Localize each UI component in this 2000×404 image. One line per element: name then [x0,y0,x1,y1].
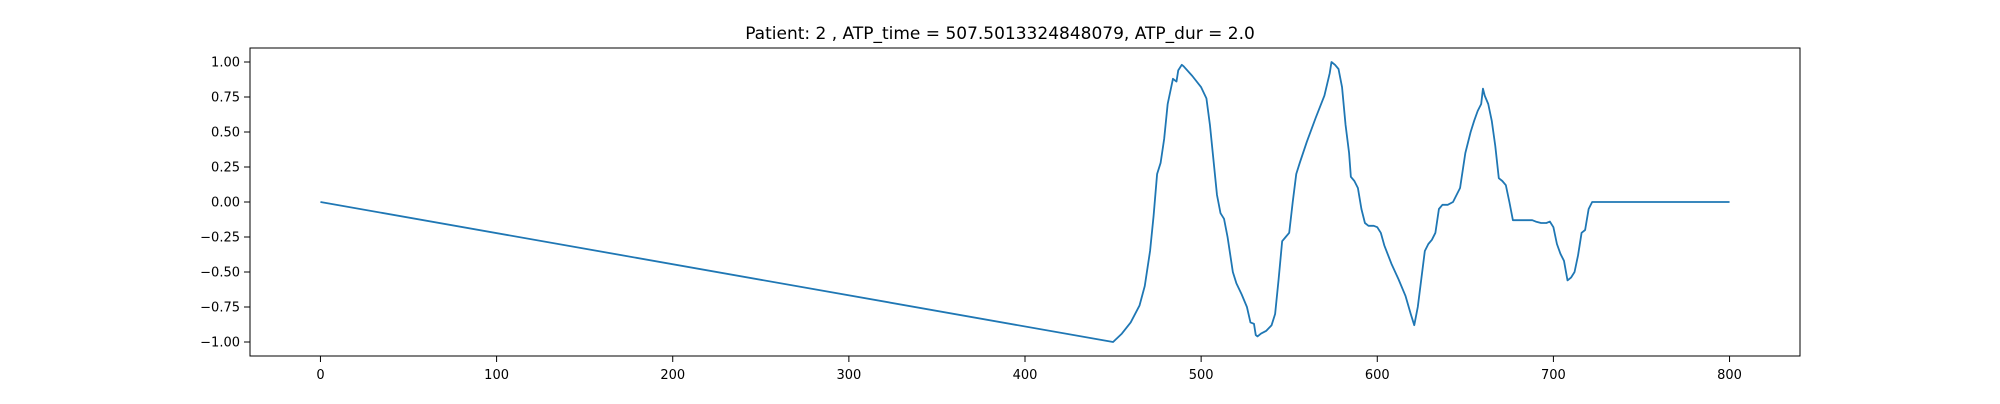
y-tick-label: −0.25 [200,231,240,246]
y-tick-label: −1.00 [200,336,240,351]
y-tick-label: 0.50 [211,126,240,141]
x-tick-label: 800 [1717,368,1742,383]
x-axis: 0 100 200 300 400 500 600 700 800 [316,356,1742,383]
x-tick-label: 300 [836,368,861,383]
series-line-0 [320,61,1730,343]
plot-frame [249,47,1801,357]
chart-title: Patient: 2 , ATP_time = 507.501332484807… [745,24,1255,44]
x-tick-label: 0 [316,368,324,383]
y-tick-label: 0.00 [211,196,240,211]
y-axis: 1.00 0.75 0.50 0.25 0.00 −0.25 −0.50 −0.75 −1.00 [200,56,250,351]
series-group [320,61,1730,343]
x-tick-label: 200 [660,368,685,383]
y-tick-label: 0.75 [211,91,240,106]
y-tick-label: −0.50 [200,266,240,281]
plot-area [250,48,1800,356]
x-tick-label: 600 [1365,368,1390,383]
y-tick-label: 1.00 [211,56,240,71]
y-tick-label: −0.75 [200,301,240,316]
y-tick-label: 0.25 [211,161,240,176]
x-tick-label: 700 [1541,368,1566,383]
x-tick-label: 100 [484,368,509,383]
x-tick-label: 500 [1189,368,1214,383]
x-tick-label: 400 [1013,368,1038,383]
